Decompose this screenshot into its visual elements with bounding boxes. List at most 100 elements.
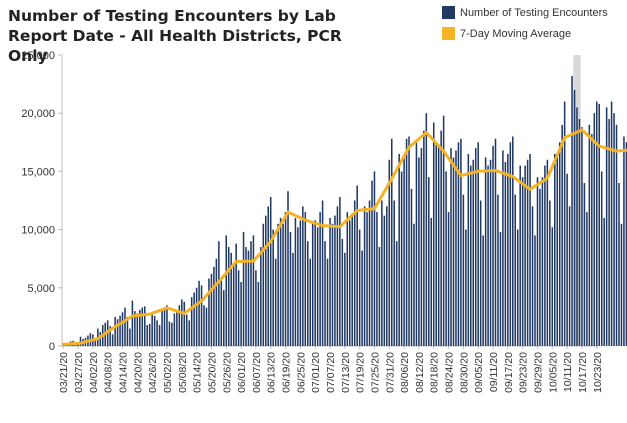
bar [581, 127, 583, 346]
bar [361, 250, 363, 346]
x-tick-label: 05/26/20 [221, 352, 233, 393]
legend: Number of Testing Encounters 7-Day Movin… [442, 2, 608, 44]
bar [578, 119, 581, 347]
bar [279, 217, 282, 346]
bar [623, 136, 625, 346]
bar [272, 229, 274, 346]
x-tick-label: 04/08/20 [103, 352, 115, 393]
legend-item-bars: Number of Testing Encounters [442, 2, 608, 23]
bar [455, 150, 457, 346]
x-tick-label: 09/17/20 [503, 352, 515, 393]
x-tick-label: 06/07/20 [251, 352, 263, 393]
bar [516, 229, 519, 346]
bar [121, 312, 124, 346]
bar [94, 340, 97, 346]
bar [292, 252, 294, 346]
bar [99, 332, 102, 346]
x-tick-label: 07/19/20 [355, 352, 367, 393]
bar [430, 217, 433, 346]
bar [190, 297, 193, 346]
bar [363, 206, 366, 346]
bar [539, 188, 541, 346]
bar [420, 148, 423, 346]
bar [484, 157, 487, 346]
bar [314, 220, 316, 346]
bar [415, 142, 418, 346]
bar [183, 301, 186, 346]
bar [124, 307, 126, 346]
bar [353, 200, 356, 346]
bar [242, 231, 245, 346]
bar [178, 305, 181, 346]
x-tick-label: 07/01/20 [310, 352, 322, 393]
bar [371, 180, 373, 346]
bar [235, 243, 237, 346]
bar [561, 124, 563, 346]
bar [257, 281, 260, 346]
bar [608, 119, 610, 347]
bar [620, 223, 623, 346]
bar [326, 258, 329, 346]
bar [383, 215, 386, 346]
bar [339, 197, 341, 346]
bar [586, 212, 588, 346]
x-tick-label: 08/06/20 [399, 352, 411, 393]
x-tick-label: 10/11/20 [562, 352, 574, 392]
bar [316, 227, 319, 346]
x-tick-label: 07/07/20 [325, 352, 337, 393]
bar [509, 142, 512, 346]
bar [331, 223, 334, 346]
bar [205, 307, 208, 346]
bar [265, 215, 267, 346]
bar [457, 142, 460, 346]
bar [185, 314, 188, 346]
bar [136, 313, 139, 346]
bar [319, 212, 321, 346]
bar [393, 200, 395, 346]
bar [388, 159, 391, 346]
bar [519, 165, 521, 346]
bar [302, 206, 304, 346]
bar [79, 336, 82, 346]
bar [408, 136, 410, 346]
bar [462, 194, 465, 346]
bar [529, 153, 531, 346]
bar [472, 159, 475, 346]
bar [171, 322, 173, 346]
x-tick-label: 10/23/20 [592, 352, 604, 393]
bar [210, 273, 213, 346]
bar [492, 145, 494, 346]
bar [591, 134, 593, 346]
bar [227, 247, 230, 346]
bar [148, 323, 151, 346]
bar [428, 177, 430, 346]
bar [432, 122, 435, 347]
bar [220, 277, 223, 346]
bar [467, 153, 470, 346]
bar [534, 235, 536, 346]
bar [158, 325, 161, 346]
bar [512, 136, 514, 346]
moving-average-line [61, 128, 627, 346]
bar [435, 142, 437, 346]
bar [615, 124, 618, 346]
bar [598, 103, 601, 346]
bar [437, 145, 440, 346]
bar [386, 206, 388, 346]
bar [497, 194, 499, 346]
bar [442, 115, 445, 346]
bar [213, 266, 215, 346]
bar [141, 307, 144, 346]
bar [526, 159, 529, 346]
bar [603, 217, 605, 346]
bar [267, 206, 270, 346]
bar [297, 227, 299, 346]
bar [321, 200, 324, 346]
bar [502, 150, 504, 346]
bar [563, 101, 566, 346]
bar [208, 278, 210, 346]
legend-label-bars: Number of Testing Encounters [460, 6, 608, 19]
bar [524, 165, 526, 346]
